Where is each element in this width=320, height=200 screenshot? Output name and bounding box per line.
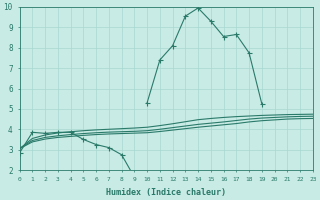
- X-axis label: Humidex (Indice chaleur): Humidex (Indice chaleur): [106, 188, 226, 197]
